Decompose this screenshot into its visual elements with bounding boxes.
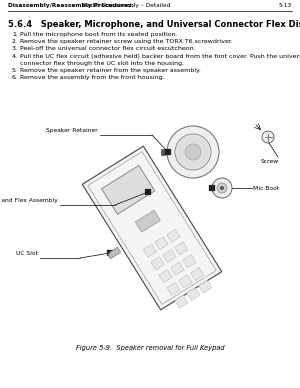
Text: Speaker Retainer: Speaker Retainer xyxy=(46,128,98,133)
Circle shape xyxy=(185,144,201,160)
Polygon shape xyxy=(107,247,121,259)
Text: Remove the assembly from the front housing.: Remove the assembly from the front housi… xyxy=(20,75,165,80)
Circle shape xyxy=(212,178,232,198)
Polygon shape xyxy=(155,237,168,250)
Polygon shape xyxy=(135,210,160,232)
Text: 4.: 4. xyxy=(12,54,18,59)
Polygon shape xyxy=(175,242,188,255)
Polygon shape xyxy=(165,149,171,155)
Polygon shape xyxy=(163,249,176,262)
Text: 5.6.4   Speaker, Microphone, and Universal Connector Flex Disassembly: 5.6.4 Speaker, Microphone, and Universal… xyxy=(8,20,300,29)
Text: Peel-off the universal connector flex circuit escutcheon.: Peel-off the universal connector flex ci… xyxy=(20,47,196,51)
Polygon shape xyxy=(175,295,188,308)
Text: Screw: Screw xyxy=(261,159,279,164)
Polygon shape xyxy=(183,255,196,268)
Polygon shape xyxy=(199,280,212,293)
Polygon shape xyxy=(209,185,215,191)
Text: Remove the speaker retainer screw using the TORX T6 screwdriver.: Remove the speaker retainer screw using … xyxy=(20,39,233,44)
Polygon shape xyxy=(101,165,155,214)
Circle shape xyxy=(175,134,211,170)
Text: Speaker, Mic and Flex Assembly: Speaker, Mic and Flex Assembly xyxy=(0,198,58,203)
Text: Pull the microphone boot from its seated position.: Pull the microphone boot from its seated… xyxy=(20,32,178,37)
Text: Pull the UC flex circuit (adhesive held) backer board from the font cover. Push : Pull the UC flex circuit (adhesive held)… xyxy=(20,54,300,59)
Polygon shape xyxy=(167,229,180,242)
Text: 1.: 1. xyxy=(12,32,18,37)
Circle shape xyxy=(167,126,219,178)
Text: 5.: 5. xyxy=(12,68,18,73)
Polygon shape xyxy=(159,270,172,282)
Text: Disassembly/Reassembly Procedures:: Disassembly/Reassembly Procedures: xyxy=(8,3,134,8)
Polygon shape xyxy=(187,288,200,301)
Polygon shape xyxy=(145,189,151,195)
Text: 5-13: 5-13 xyxy=(279,3,292,8)
Text: Remove the speaker retainer from the speaker assembly.: Remove the speaker retainer from the spe… xyxy=(20,68,201,73)
Polygon shape xyxy=(107,250,113,256)
Text: Radio Disassembly – Detailed: Radio Disassembly – Detailed xyxy=(81,3,170,8)
Text: UC Slot: UC Slot xyxy=(16,251,38,256)
Circle shape xyxy=(217,183,227,193)
Text: Mic Boot: Mic Boot xyxy=(253,185,279,191)
Circle shape xyxy=(262,131,274,143)
Circle shape xyxy=(220,186,224,190)
Text: Figure 5-9.  Speaker removal for Full Keypad: Figure 5-9. Speaker removal for Full Key… xyxy=(76,345,224,351)
Polygon shape xyxy=(179,275,192,288)
Polygon shape xyxy=(171,262,184,275)
Text: 6.: 6. xyxy=(12,75,18,80)
Polygon shape xyxy=(82,146,222,310)
Polygon shape xyxy=(161,149,165,155)
Text: 3.: 3. xyxy=(12,47,18,51)
Polygon shape xyxy=(167,282,180,295)
Text: connector flex through the UC slot into the housing.: connector flex through the UC slot into … xyxy=(20,61,184,66)
Polygon shape xyxy=(143,244,156,257)
Polygon shape xyxy=(151,257,164,270)
Polygon shape xyxy=(190,268,204,281)
Text: 2.: 2. xyxy=(12,39,18,44)
